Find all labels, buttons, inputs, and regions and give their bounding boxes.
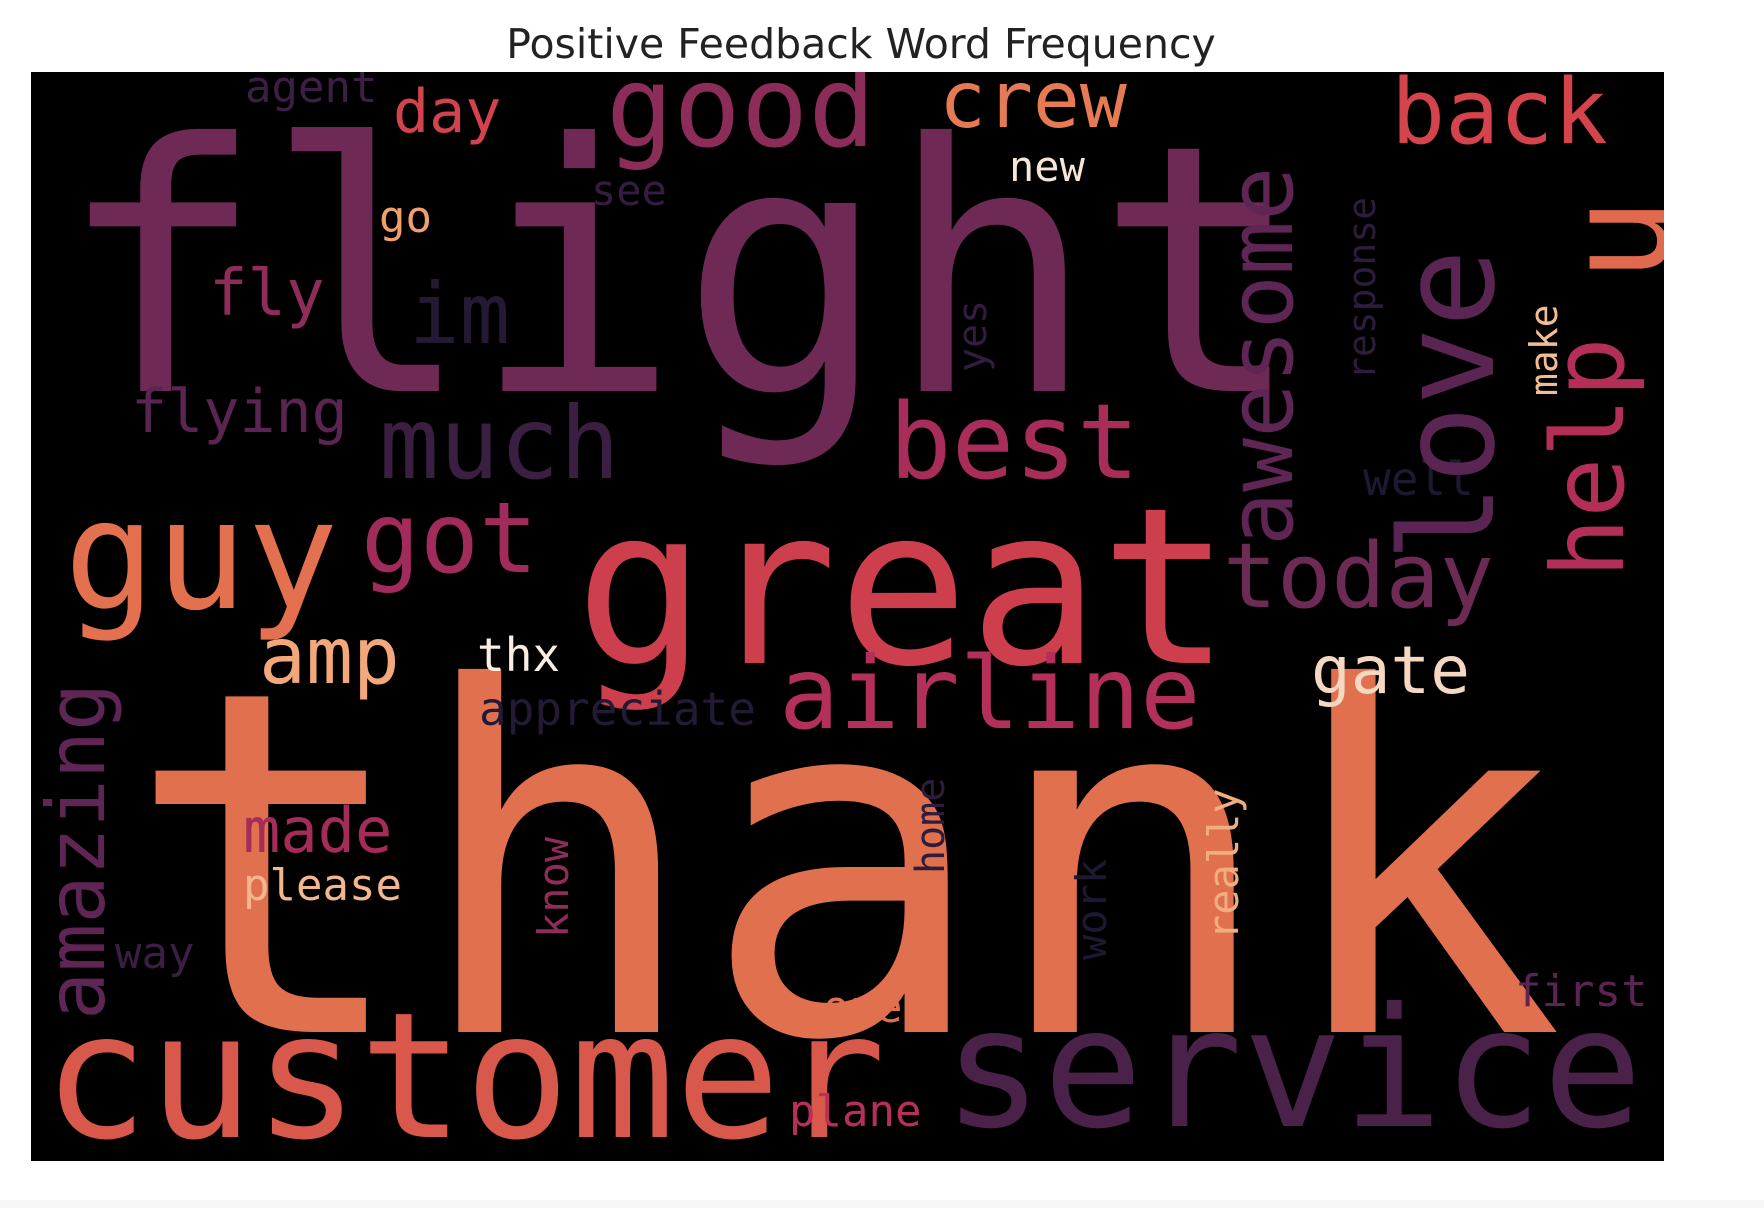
word-guy: guy <box>64 467 339 644</box>
word-awesome: awesome <box>1209 166 1314 546</box>
word-much: much <box>379 385 620 502</box>
word-airline: airline <box>779 635 1201 752</box>
word-service: service <box>943 973 1643 1161</box>
word-made: made <box>243 794 393 867</box>
word-u: u <box>1537 198 1664 282</box>
word-crew: crew <box>939 72 1127 146</box>
word-flight: flight <box>57 72 1304 473</box>
word-work: work <box>1067 858 1116 960</box>
word-customer: customer <box>43 976 886 1161</box>
word-one: one <box>823 982 903 1033</box>
word-back: back <box>1391 72 1608 165</box>
word-yes: yes <box>950 299 996 372</box>
word-today: today <box>1223 524 1494 629</box>
word-day: day <box>393 77 502 147</box>
word-appreciate: appreciate <box>479 682 756 736</box>
word-please: please <box>243 860 402 911</box>
word-good: good <box>606 72 876 173</box>
word-cloud-canvas: flight thank great customer service guy … <box>31 72 1664 1161</box>
word-love: love <box>1372 248 1524 562</box>
word-home: home <box>908 777 954 874</box>
word-make: make <box>1522 304 1566 396</box>
bottom-strip <box>0 1200 1764 1208</box>
word-see: see <box>591 166 667 215</box>
word-im: im <box>409 265 511 363</box>
word-fly: fly <box>209 257 325 331</box>
word-best: best <box>889 381 1140 503</box>
word-amp: amp <box>259 612 400 702</box>
chart-title: Positive Feedback Word Frequency <box>506 20 1216 68</box>
word-got: got <box>361 482 539 596</box>
word-really: really <box>1199 788 1248 940</box>
word-great: great <box>575 462 1232 715</box>
word-new: new <box>1009 142 1085 191</box>
word-response: response <box>1340 196 1384 380</box>
word-know: know <box>529 836 578 938</box>
word-thx: thx <box>477 628 561 682</box>
word-amazing: amazing <box>31 682 123 1020</box>
word-go: go <box>379 192 432 243</box>
word-flying: flying <box>131 377 348 447</box>
word-first: first <box>1515 966 1648 1017</box>
word-plane: plane <box>789 1086 922 1137</box>
word-gate: gate <box>1311 632 1470 709</box>
word-agent: agent <box>245 72 378 113</box>
word-way: way <box>115 928 195 979</box>
word-thank: thank <box>125 588 1564 1145</box>
word-well: well <box>1363 452 1474 506</box>
